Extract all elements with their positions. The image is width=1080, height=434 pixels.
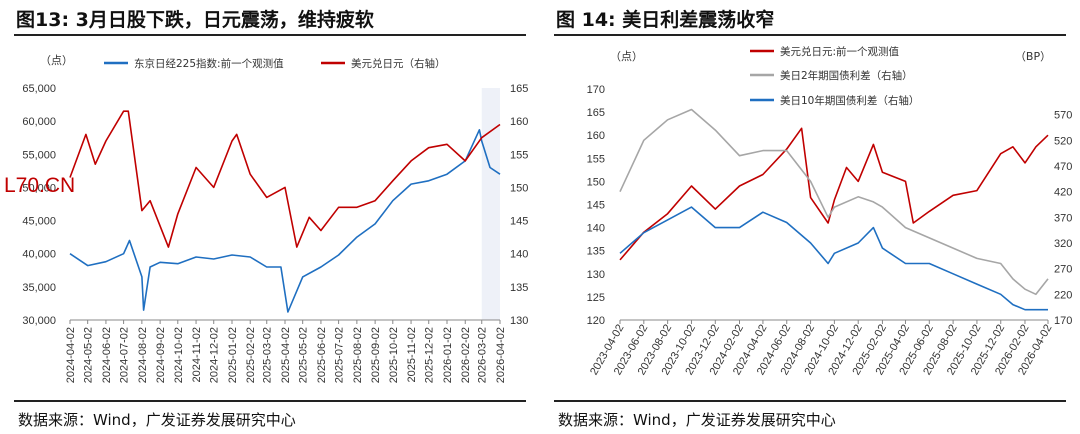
right-y-right-tick-5: 420 xyxy=(1054,187,1072,199)
watermark-text: L70.CN xyxy=(4,174,76,197)
left-y-right-tick-1: 135 xyxy=(510,282,528,294)
left-legend-label-0: 东京日经225指数:前一个观测值 xyxy=(134,57,284,70)
right-chart-title: 图 14: 美日利差震荡收窄 xyxy=(556,9,775,31)
left-y-right-tick-5: 155 xyxy=(510,149,528,161)
left-x-tick-0: 2024-04-02 xyxy=(65,327,77,383)
left-x-tick-19: 2025-11-02 xyxy=(406,327,418,382)
right-chart: （点） （BP） 120 125 130 135 140 145 150 155 160 165 170… xyxy=(587,45,1073,377)
right-chart-panel: 图 14: 美日利差震荡收窄 （点） （BP） 120 125 130 135 140 145… xyxy=(540,0,1080,432)
left-x-tick-4: 2024-08-02 xyxy=(137,327,149,383)
left-y-left-tick-2: 40,000 xyxy=(22,249,56,261)
left-x-tick-16: 2025-08-02 xyxy=(352,327,364,383)
right-y-right-tick-4: 370 xyxy=(1054,212,1072,224)
left-y-left-tick-6: 60,000 xyxy=(22,116,56,128)
left-y-right-tick-4: 150 xyxy=(510,182,528,194)
left-x-tick-13: 2025-05-02 xyxy=(298,327,310,383)
left-y-left-tick-4: 50,000 xyxy=(22,182,56,194)
right-series-line-0 xyxy=(619,127,1049,261)
right-y-left-tick-5: 145 xyxy=(587,200,605,212)
left-x-tick-23: 2026-03-02 xyxy=(477,327,489,383)
right-chart-header: 图 14: 美日利差震荡收窄 xyxy=(554,0,1066,36)
left-y-right-tick-7: 165 xyxy=(510,83,528,95)
left-x-tick-15: 2025-07-02 xyxy=(334,327,346,383)
left-x-tick-6: 2024-10-02 xyxy=(173,327,185,383)
right-y-left-tick-3: 135 xyxy=(587,246,605,258)
left-y-left-tick-1: 35,000 xyxy=(22,282,56,294)
right-legend-label-1: 美日2年期国债利差（右轴） xyxy=(780,69,913,82)
left-chart-panel: 图13: 3月日股下跌，日元震荡，维持疲软 （点） 30,000 35,000 40,… xyxy=(0,0,540,432)
left-y-right-tick-3: 145 xyxy=(510,216,528,228)
left-chart-footer: 数据来源：Wind，广发证券发展研究中心 xyxy=(14,400,526,434)
left-chart-header: 图13: 3月日股下跌，日元震荡，维持疲软 xyxy=(14,0,526,36)
right-y-right-tick-2: 270 xyxy=(1054,264,1072,276)
left-x-tick-2: 2024-06-02 xyxy=(101,327,113,383)
left-x-tick-10: 2025-02-02 xyxy=(245,327,257,383)
left-y-right-tick-6: 160 xyxy=(510,116,528,128)
left-y-left-tick-7: 65,000 xyxy=(22,83,56,95)
left-chart-source: 数据来源：Wind，广发证券发展研究中心 xyxy=(18,411,296,429)
right-y-right-tick-0: 170 xyxy=(1054,315,1072,327)
right-y-left-tick-0: 120 xyxy=(587,315,605,327)
right-y-right-tick-6: 470 xyxy=(1054,161,1072,173)
left-x-tick-22: 2026-02-02 xyxy=(460,327,472,383)
right-y-left-tick-7: 155 xyxy=(587,153,605,165)
right-series-line-1 xyxy=(619,108,1049,296)
left-x-tick-14: 2025-06-02 xyxy=(316,327,328,383)
left-y-right-tick-2: 140 xyxy=(510,249,528,261)
left-y-right-tick-0: 130 xyxy=(510,315,528,327)
left-x-tick-9: 2025-01-02 xyxy=(227,327,239,383)
right-y-right-tick-1: 220 xyxy=(1054,289,1072,301)
left-y-left-tick-0: 30,000 xyxy=(22,315,56,327)
right-y-left-tick-9: 165 xyxy=(587,107,605,119)
left-chart-title: 图13: 3月日股下跌，日元震荡，维持疲软 xyxy=(16,9,374,31)
right-y-left-tick-1: 125 xyxy=(587,292,605,304)
left-y-left-tick-3: 45,000 xyxy=(22,216,56,228)
left-x-tick-20: 2025-12-02 xyxy=(424,327,436,383)
right-y-left-tick-4: 140 xyxy=(587,223,605,235)
right-y-left-unit: （点） xyxy=(610,50,643,63)
left-x-tick-5: 2024-09-02 xyxy=(155,327,167,383)
right-y-left-tick-6: 150 xyxy=(587,176,605,188)
right-y-right-tick-7: 520 xyxy=(1054,135,1072,147)
left-x-tick-21: 2026-01-02 xyxy=(442,327,454,383)
right-chart-footer: 数据来源：Wind，广发证券发展研究中心 xyxy=(554,400,1066,434)
left-x-tick-1: 2024-05-02 xyxy=(83,327,95,383)
left-y-left-tick-5: 55,000 xyxy=(22,149,56,161)
left-x-tick-3: 2024-07-02 xyxy=(119,327,131,383)
right-chart-source: 数据来源：Wind，广发证券发展研究中心 xyxy=(558,411,836,429)
right-y-left-tick-2: 130 xyxy=(587,269,605,281)
left-x-tick-11: 2025-03-02 xyxy=(262,327,274,383)
left-x-tick-18: 2025-10-02 xyxy=(388,327,400,383)
left-x-tick-7: 2024-11-02 xyxy=(191,327,203,382)
right-y-right-tick-3: 320 xyxy=(1054,238,1072,250)
left-shaded-region xyxy=(481,88,500,320)
left-series-line-1 xyxy=(69,110,501,248)
left-x-tick-17: 2025-09-02 xyxy=(370,327,382,383)
right-y-left-tick-10: 170 xyxy=(587,84,605,96)
right-y-right-tick-8: 570 xyxy=(1054,110,1072,122)
left-series-line-0 xyxy=(69,129,501,313)
left-legend-label-1: 美元兑日元（右轴） xyxy=(351,57,446,70)
right-legend-label-0: 美元兑日元:前一个观测值 xyxy=(780,45,900,58)
left-x-tick-12: 2025-04-02 xyxy=(280,327,292,383)
right-series-line-2 xyxy=(619,206,1048,311)
right-y-right-unit: （BP） xyxy=(1015,50,1051,63)
left-chart: （点） 30,000 35,000 40,000 45,000 50,000 55,000 6… xyxy=(22,54,528,383)
right-legend-label-2: 美日10年期国债利差（右轴） xyxy=(780,94,919,107)
left-x-tick-8: 2024-12-02 xyxy=(209,327,221,383)
left-x-tick-24: 2026-04-02 xyxy=(495,327,507,383)
right-y-left-tick-8: 160 xyxy=(587,130,605,142)
left-y-left-unit: （点） xyxy=(40,54,73,67)
